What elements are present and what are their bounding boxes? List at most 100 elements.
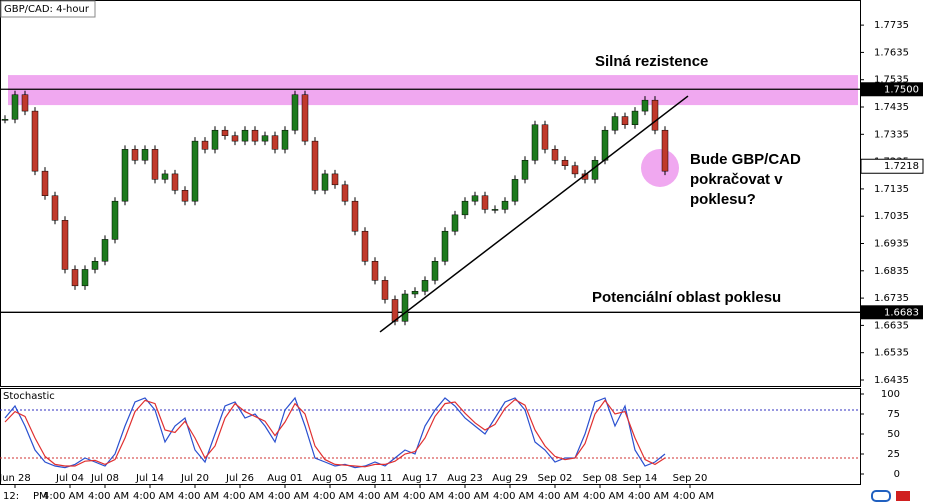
x-time-label: 4:00 AM: [448, 491, 489, 502]
price-tag-label: 1.7500: [884, 84, 919, 95]
x-time-label: 4:00 AM: [403, 491, 444, 502]
x-time-label: 4:00 AM: [358, 491, 399, 502]
x-tick-label: Aug 17: [402, 473, 437, 484]
candle: [51, 195, 59, 221]
candle: [1, 119, 9, 121]
candle: [31, 110, 39, 172]
price-panel: [0, 0, 861, 387]
candle: [121, 149, 129, 202]
candle: [61, 220, 69, 270]
candle: [431, 260, 439, 281]
x-tick-label: Aug 11: [357, 473, 392, 484]
chart-title: GBP/CAD: 4-hour: [4, 4, 90, 15]
x-time-label: 4:00 AM: [493, 491, 534, 502]
title-box: [0, 0, 96, 18]
x-tick-label: Jul 14: [135, 473, 164, 484]
candle: [621, 116, 629, 126]
candle: [291, 94, 299, 131]
candle: [521, 159, 529, 180]
candle: [631, 110, 639, 126]
candle: [651, 99, 659, 131]
x-time-label: 4:00 AM: [583, 491, 624, 502]
x-time-label: 4:00 AM: [313, 491, 354, 502]
candle: [191, 140, 199, 202]
x-time-label: 4:00 AM: [43, 491, 84, 502]
candle: [141, 149, 149, 161]
candle: [641, 99, 649, 112]
current-price-tag: [860, 158, 924, 174]
annotation: Potenciální oblast poklesu: [592, 289, 781, 306]
stochastic-line: [4, 398, 666, 468]
candle: [101, 239, 109, 262]
candle: [11, 94, 19, 120]
price-tag-label: 1.6683: [884, 307, 919, 318]
y-tick-label: 1.7435: [874, 102, 909, 113]
y-tick-label: 100: [881, 389, 900, 400]
annotation: pokračovat v: [690, 171, 783, 188]
annotation: Bude GBP/CAD: [690, 151, 801, 168]
candle: [151, 149, 159, 180]
y-tick-label: 1.6535: [874, 348, 909, 359]
candle: [411, 291, 419, 295]
indicator-title-box: [1, 389, 57, 403]
x-tick-label: Jul 04: [55, 473, 84, 484]
x-tick-label: Sep 14: [623, 473, 658, 484]
annotation: poklesu?: [690, 191, 756, 208]
y-tick-label: 1.6935: [874, 239, 909, 250]
y-tick-label: 50: [887, 429, 900, 440]
candle: [311, 140, 319, 191]
x-tick-label: Aug 29: [492, 473, 527, 484]
y-tick-label: 1.7735: [874, 20, 909, 31]
y-tick-label: 1.7635: [874, 47, 909, 58]
stochastic-panel: [0, 388, 861, 485]
candle: [601, 129, 609, 161]
y-tick-label: 25: [887, 449, 900, 460]
x-time-label: 4:00 AM: [88, 491, 129, 502]
candle: [271, 135, 279, 150]
candle: [511, 179, 519, 202]
candle: [441, 230, 449, 262]
candle: [531, 124, 539, 161]
candle: [251, 129, 259, 142]
candle: [201, 140, 209, 150]
x-tick-label: Jul 08: [90, 473, 119, 484]
x-tick-label: Jul 20: [180, 473, 209, 484]
x-time-label: 12:: [3, 491, 19, 502]
candle: [71, 269, 79, 287]
candle: [281, 129, 289, 150]
y-tick-label: 1.7135: [874, 184, 909, 195]
x-time-label: 4:00 AM: [223, 491, 264, 502]
x-time-label: 4:00 AM: [538, 491, 579, 502]
resistance-zone: [8, 75, 858, 106]
x-time-label: 4:00 AM: [133, 491, 174, 502]
x-tick-label: Jun 28: [0, 473, 31, 484]
candle: [371, 260, 379, 281]
candle: [41, 170, 49, 196]
candle: [241, 129, 249, 142]
candle: [551, 149, 559, 161]
candle: [171, 173, 179, 191]
candle: [111, 200, 119, 240]
annotation: Silná rezistence: [595, 53, 708, 70]
y-tick-label: 1.7035: [874, 211, 909, 222]
candle: [501, 200, 509, 210]
y-tick-label: 1.6735: [874, 293, 909, 304]
candle: [541, 124, 549, 150]
candle: [401, 293, 409, 322]
x-tick-label: Sep 20: [673, 473, 708, 484]
candle: [321, 173, 329, 191]
price-tag: [861, 82, 923, 97]
x-tick-label: Aug 23: [447, 473, 482, 484]
candle: [461, 200, 469, 216]
candle: [231, 135, 239, 142]
price-tag: [861, 305, 923, 320]
candle: [611, 116, 619, 131]
y-tick-label: 75: [887, 409, 900, 420]
candle: [361, 230, 369, 262]
stochastic-line: [4, 396, 666, 469]
candle: [471, 195, 479, 202]
candle: [571, 165, 579, 175]
candle: [351, 200, 359, 232]
candle: [491, 209, 499, 211]
candle: [481, 195, 489, 210]
